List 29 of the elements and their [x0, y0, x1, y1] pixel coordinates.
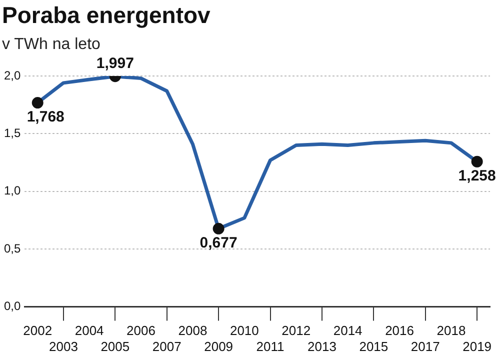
- chart-title: Poraba energentov: [2, 2, 210, 29]
- chart-subtitle: v TWh na leto: [2, 36, 100, 54]
- x-tick-label: 2012: [282, 323, 311, 338]
- data-label: 1,997: [96, 54, 134, 72]
- x-tick-label: 2013: [308, 338, 336, 354]
- x-tick-label: 2011: [256, 338, 284, 354]
- x-tick-label: 2016: [385, 323, 414, 338]
- x-tick-label: 2009: [204, 338, 234, 354]
- x-tick-label: 2014: [333, 323, 362, 338]
- x-tick-label: 2005: [100, 338, 130, 354]
- x-tick-label: 2003: [48, 338, 78, 354]
- y-tick-label: 2,0: [4, 68, 21, 82]
- x-tick-label: 2017: [410, 338, 440, 354]
- data-label: 1,768: [26, 108, 64, 126]
- x-tick-label: 2015: [359, 338, 388, 354]
- x-tick-label: 2010: [230, 323, 259, 338]
- x-tick-label: 2002: [23, 323, 52, 338]
- y-tick-label: 1,0: [4, 184, 21, 198]
- x-tick-label: 2008: [178, 323, 208, 338]
- x-tick-label: 2006: [126, 323, 156, 338]
- y-tick-label: 1,5: [4, 126, 21, 140]
- x-tick-label: 2018: [436, 323, 466, 338]
- y-tick-label: 0,5: [4, 241, 21, 256]
- data-label: 1,258: [458, 167, 496, 184]
- x-tick-label: 2019: [462, 338, 492, 354]
- x-tick-label: 2004: [74, 323, 104, 338]
- x-tick-label: 2007: [152, 338, 182, 354]
- data-label: 0,677: [200, 234, 238, 252]
- y-tick-label: 0,0: [4, 299, 21, 314]
